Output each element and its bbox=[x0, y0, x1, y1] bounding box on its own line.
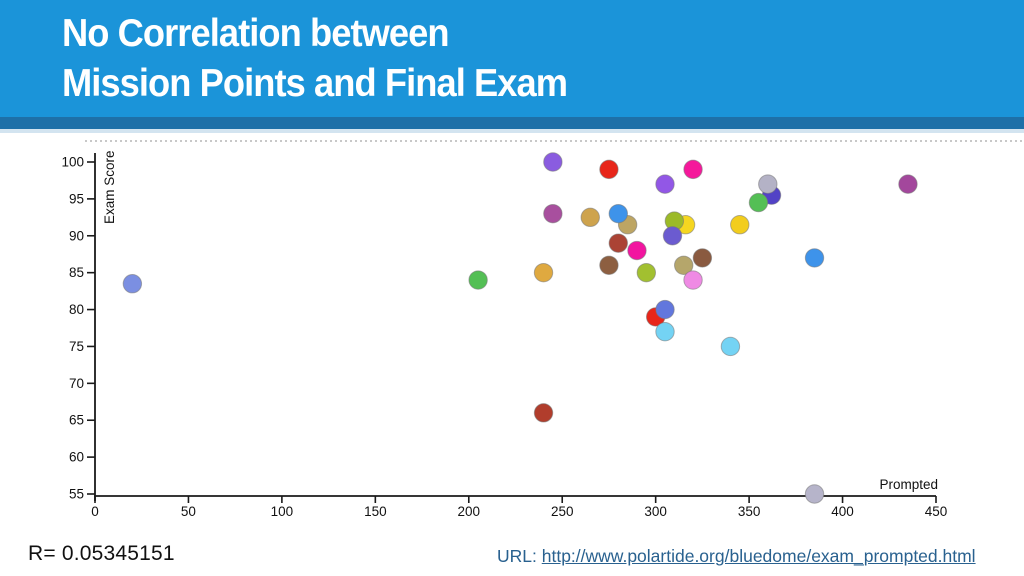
source-url-line: URL: http://www.polartide.org/bluedome/e… bbox=[497, 546, 976, 567]
data-point bbox=[662, 226, 683, 246]
slide-title-line1: No Correlation between bbox=[62, 12, 450, 55]
y-tick-label: 80 bbox=[69, 302, 84, 317]
slide-title-line2: Mission Points and Final Exam bbox=[62, 62, 568, 105]
x-tick-label: 150 bbox=[364, 504, 387, 519]
data-point bbox=[748, 192, 769, 213]
y-tick-label: 85 bbox=[69, 265, 84, 280]
data-point bbox=[533, 262, 554, 283]
x-tick-label: 450 bbox=[925, 504, 948, 519]
data-point bbox=[804, 484, 825, 504]
source-url-link[interactable]: http://www.polartide.org/bluedome/exam_p… bbox=[541, 546, 976, 566]
y-tick-label: 100 bbox=[61, 155, 84, 170]
x-tick-label: 200 bbox=[458, 504, 481, 519]
data-point bbox=[627, 240, 647, 261]
x-tick-label: 0 bbox=[91, 504, 99, 519]
y-axis-title: Exam Score bbox=[102, 150, 117, 224]
y-tick-label: 70 bbox=[69, 376, 84, 391]
data-point bbox=[533, 403, 554, 423]
data-point bbox=[608, 203, 628, 224]
data-point bbox=[655, 321, 675, 342]
data-point bbox=[599, 159, 619, 180]
data-point bbox=[655, 299, 675, 320]
header-accent-band bbox=[0, 117, 1024, 129]
x-axis-title: Prompted bbox=[879, 477, 938, 492]
y-tick-label: 60 bbox=[69, 450, 84, 465]
data-point bbox=[122, 274, 143, 294]
data-point bbox=[543, 203, 563, 224]
data-point bbox=[580, 207, 600, 228]
x-tick-label: 50 bbox=[181, 504, 196, 519]
slide-title: No Correlation between Mission Points an… bbox=[62, 9, 568, 109]
data-point bbox=[692, 248, 713, 268]
data-point bbox=[758, 174, 778, 194]
data-point bbox=[468, 270, 488, 290]
data-point bbox=[720, 336, 741, 357]
y-tick-label: 65 bbox=[69, 413, 84, 428]
url-prefix-label: URL: bbox=[497, 546, 542, 566]
header-accent-band-light bbox=[0, 129, 1024, 133]
data-point bbox=[608, 233, 628, 253]
data-point bbox=[683, 270, 703, 290]
x-tick-label: 350 bbox=[738, 504, 761, 519]
y-tick-label: 55 bbox=[69, 487, 84, 502]
data-point bbox=[655, 174, 675, 194]
data-point bbox=[804, 248, 825, 268]
data-point bbox=[683, 159, 703, 180]
slide-header: No Correlation between Mission Points an… bbox=[0, 0, 1024, 117]
data-point bbox=[636, 262, 657, 283]
data-point bbox=[599, 255, 619, 275]
y-tick-label: 75 bbox=[69, 339, 84, 354]
y-tick-label: 90 bbox=[69, 228, 84, 243]
x-tick-label: 400 bbox=[831, 504, 854, 519]
x-tick-label: 250 bbox=[551, 504, 574, 519]
data-point bbox=[674, 255, 694, 275]
y-tick-label: 95 bbox=[69, 191, 84, 206]
correlation-r-value: R= 0.05345151 bbox=[28, 542, 175, 565]
x-tick-label: 100 bbox=[271, 504, 294, 519]
data-point bbox=[898, 174, 918, 194]
data-point bbox=[730, 215, 750, 235]
data-point bbox=[543, 152, 563, 172]
x-tick-label: 300 bbox=[644, 504, 667, 519]
